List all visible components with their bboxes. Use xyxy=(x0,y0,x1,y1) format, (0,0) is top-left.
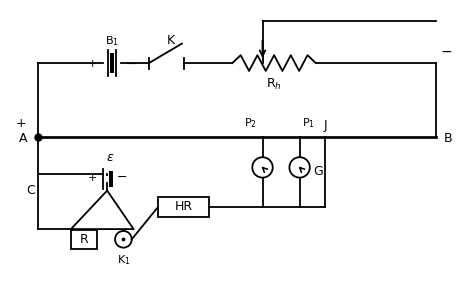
Text: +: + xyxy=(88,59,97,69)
Text: HR: HR xyxy=(174,200,193,213)
Text: P$_2$: P$_2$ xyxy=(244,117,257,130)
FancyBboxPatch shape xyxy=(71,230,97,249)
Text: G: G xyxy=(313,165,323,178)
Text: −: − xyxy=(117,171,127,184)
Text: +: + xyxy=(16,117,27,130)
Text: B: B xyxy=(443,132,452,145)
Text: P$_1$: P$_1$ xyxy=(302,117,315,130)
Text: A: A xyxy=(19,132,27,145)
Text: R$_h$: R$_h$ xyxy=(266,77,282,92)
Text: +: + xyxy=(88,173,97,183)
Text: R: R xyxy=(80,233,88,246)
Text: B$_1$: B$_1$ xyxy=(105,34,119,48)
Text: −: − xyxy=(441,45,452,58)
Text: ε: ε xyxy=(106,151,113,164)
FancyBboxPatch shape xyxy=(158,196,209,217)
Text: K$_1$: K$_1$ xyxy=(118,253,131,267)
Text: K: K xyxy=(167,34,175,47)
Text: J: J xyxy=(323,119,327,132)
Text: C: C xyxy=(27,184,35,197)
Text: −: − xyxy=(126,57,137,71)
